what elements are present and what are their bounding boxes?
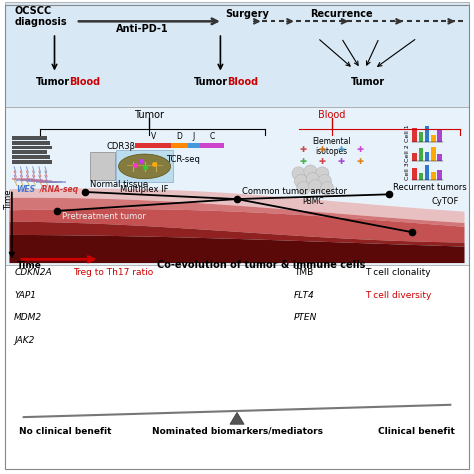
Text: OCSCC
diagnosis: OCSCC diagnosis bbox=[14, 6, 67, 27]
Text: Multiplex IF: Multiplex IF bbox=[120, 185, 169, 194]
Bar bbox=[431, 135, 436, 142]
Circle shape bbox=[316, 167, 329, 180]
Text: Tumor: Tumor bbox=[194, 77, 228, 87]
Text: CDR3β: CDR3β bbox=[107, 142, 136, 151]
Text: Time: Time bbox=[17, 261, 41, 270]
Bar bbox=[171, 143, 188, 148]
Text: ✚: ✚ bbox=[300, 145, 307, 154]
Polygon shape bbox=[9, 198, 465, 227]
Text: ✚: ✚ bbox=[338, 145, 345, 154]
Circle shape bbox=[306, 173, 319, 186]
Text: ✚: ✚ bbox=[300, 157, 307, 165]
Bar bbox=[431, 172, 436, 180]
Circle shape bbox=[309, 180, 322, 193]
FancyBboxPatch shape bbox=[116, 150, 173, 182]
Text: Cell 1: Cell 1 bbox=[405, 125, 410, 143]
Text: /RNA-seq: /RNA-seq bbox=[39, 185, 79, 194]
Bar bbox=[412, 128, 417, 142]
Text: Common tumor ancestor: Common tumor ancestor bbox=[242, 187, 347, 196]
Circle shape bbox=[318, 174, 331, 188]
Text: Co-evolution of tumor & immune cells: Co-evolution of tumor & immune cells bbox=[156, 260, 365, 270]
Text: YAP1: YAP1 bbox=[14, 291, 36, 300]
Circle shape bbox=[292, 167, 305, 180]
Text: No clinical benefit: No clinical benefit bbox=[19, 427, 111, 436]
Bar bbox=[135, 143, 171, 148]
Bar bbox=[188, 143, 200, 148]
Text: Treg to Th17 ratio: Treg to Th17 ratio bbox=[73, 268, 154, 277]
Bar bbox=[412, 153, 417, 161]
Text: FLT4: FLT4 bbox=[294, 291, 315, 300]
Text: Normal tissue: Normal tissue bbox=[90, 180, 148, 189]
Bar bbox=[412, 168, 417, 180]
Text: CDKN2A: CDKN2A bbox=[14, 268, 52, 277]
Text: TMB: TMB bbox=[294, 268, 313, 277]
Bar bbox=[437, 130, 442, 142]
Text: C: C bbox=[209, 132, 215, 141]
Bar bbox=[437, 154, 442, 161]
Text: ✚: ✚ bbox=[357, 145, 364, 154]
Text: J: J bbox=[193, 132, 195, 141]
Bar bbox=[200, 143, 224, 148]
Polygon shape bbox=[9, 188, 465, 223]
Text: ✚: ✚ bbox=[338, 157, 345, 165]
Polygon shape bbox=[9, 235, 465, 263]
Polygon shape bbox=[9, 221, 465, 246]
Text: Clinical benefit: Clinical benefit bbox=[378, 427, 455, 436]
Bar bbox=[419, 148, 423, 161]
Text: Tumor: Tumor bbox=[36, 77, 70, 87]
Bar bbox=[419, 173, 423, 180]
Text: Elemental
isotopes: Elemental isotopes bbox=[312, 137, 351, 156]
Bar bbox=[12, 146, 52, 149]
Text: D: D bbox=[177, 132, 182, 141]
Text: Cell 3: Cell 3 bbox=[405, 163, 410, 181]
Text: T cell diversity: T cell diversity bbox=[365, 291, 431, 300]
Bar bbox=[419, 132, 423, 142]
Text: JAK2: JAK2 bbox=[14, 336, 35, 345]
Text: WES: WES bbox=[17, 185, 36, 194]
Text: Blood: Blood bbox=[69, 77, 100, 87]
Bar bbox=[12, 155, 50, 159]
Text: PTEN: PTEN bbox=[294, 313, 317, 322]
Text: Tumor: Tumor bbox=[351, 77, 385, 87]
Circle shape bbox=[297, 182, 310, 195]
Bar bbox=[12, 160, 52, 164]
Bar bbox=[90, 152, 115, 180]
Circle shape bbox=[320, 182, 334, 195]
Bar bbox=[437, 170, 442, 180]
Text: Surgery: Surgery bbox=[225, 9, 269, 19]
Bar bbox=[425, 165, 429, 180]
Bar bbox=[5, 2, 469, 107]
Text: Cell 2: Cell 2 bbox=[405, 144, 410, 162]
Text: Blood: Blood bbox=[318, 110, 346, 120]
Bar bbox=[5, 107, 469, 265]
Polygon shape bbox=[9, 209, 465, 243]
Text: TCR-seq: TCR-seq bbox=[165, 155, 200, 164]
Text: PBMC: PBMC bbox=[302, 197, 324, 206]
Circle shape bbox=[294, 174, 308, 188]
Text: Anti-PD-1: Anti-PD-1 bbox=[116, 24, 169, 34]
Text: Nominated biomarkers/mediators: Nominated biomarkers/mediators bbox=[152, 427, 322, 436]
Text: CyTOF: CyTOF bbox=[432, 197, 459, 206]
Circle shape bbox=[304, 165, 317, 178]
Text: MDM2: MDM2 bbox=[14, 313, 42, 322]
Text: Tumor: Tumor bbox=[134, 110, 164, 120]
Bar bbox=[431, 147, 436, 161]
Bar bbox=[425, 126, 429, 142]
Text: T cell clonality: T cell clonality bbox=[365, 268, 430, 277]
Bar bbox=[425, 152, 429, 161]
Text: ✚: ✚ bbox=[319, 157, 326, 165]
Text: Recurrence: Recurrence bbox=[310, 9, 373, 19]
Ellipse shape bbox=[118, 154, 171, 179]
Bar bbox=[12, 136, 47, 140]
Text: Blood: Blood bbox=[228, 77, 259, 87]
Bar bbox=[12, 150, 47, 154]
Text: Recurrent tumors: Recurrent tumors bbox=[393, 183, 467, 192]
Text: ✚: ✚ bbox=[319, 145, 326, 154]
Text: V: V bbox=[150, 132, 156, 141]
Text: Time: Time bbox=[4, 190, 13, 210]
Polygon shape bbox=[230, 412, 244, 424]
Bar bbox=[12, 141, 50, 145]
Text: ✚: ✚ bbox=[357, 157, 364, 165]
Text: Pretreatment tumor: Pretreatment tumor bbox=[62, 212, 146, 221]
